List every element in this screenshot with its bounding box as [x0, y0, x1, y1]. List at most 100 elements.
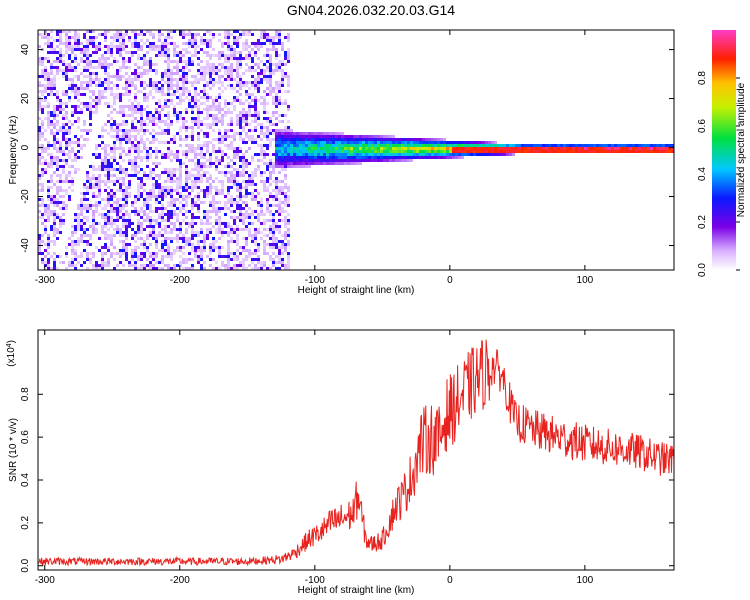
- spectrogram-cell: [197, 180, 200, 183]
- spectrogram-cell: [164, 123, 167, 126]
- spectrogram-cell: [158, 33, 161, 36]
- spectrogram-cell: [440, 138, 443, 141]
- spectrogram-cell: [269, 93, 272, 96]
- spectrogram-cell: [194, 102, 197, 105]
- spectrogram-cell: [278, 225, 281, 228]
- spectrogram-cell: [41, 63, 44, 66]
- spectrogram-cell: [353, 141, 356, 144]
- spectrogram-cell: [311, 141, 314, 144]
- spectrogram-cell: [458, 156, 461, 159]
- spectrogram-cell: [101, 60, 104, 63]
- spectrogram-cell: [218, 129, 221, 132]
- spectrogram-cell: [131, 78, 134, 81]
- spectrogram-cell: [260, 96, 263, 99]
- spectrogram-cell: [287, 267, 290, 270]
- snr-y-tick-label: 0.6: [20, 430, 31, 444]
- spectrogram-cell: [212, 195, 215, 198]
- spectrogram-cell: [200, 78, 203, 81]
- spectrogram-cell: [266, 69, 269, 72]
- spectrogram-cell: [98, 189, 101, 192]
- spectrogram-cell: [113, 201, 116, 204]
- spectrogram-cell: [233, 240, 236, 243]
- spectrogram-cell: [89, 207, 92, 210]
- spectrogram-cell: [68, 57, 71, 60]
- spectrogram-cell: [185, 171, 188, 174]
- spectrogram-cell: [125, 105, 128, 108]
- spectrogram-cell: [158, 81, 161, 84]
- spectrogram-cell: [200, 147, 203, 150]
- spectrogram-cell: [68, 129, 71, 132]
- spectrogram-cell: [89, 105, 92, 108]
- spectrogram-cell: [200, 60, 203, 63]
- spectrogram-cell: [251, 114, 254, 117]
- spectrogram-cell: [248, 249, 251, 252]
- spectrogram-cell: [230, 165, 233, 168]
- spectrogram-cell: [134, 84, 137, 87]
- spectrogram-cell: [47, 153, 50, 156]
- spectrogram-cell: [266, 267, 269, 270]
- spectrogram-cell: [188, 243, 191, 246]
- spectrogram-cell: [317, 144, 320, 147]
- spectrogram-cell: [161, 129, 164, 132]
- spectrogram-cell: [377, 138, 380, 141]
- spectrogram-cell: [191, 198, 194, 201]
- spectrogram-cell: [284, 147, 287, 150]
- spectrogram-cell: [266, 234, 269, 237]
- colorbar-tick-label: 0.8: [697, 71, 708, 85]
- spectrogram-cell: [143, 81, 146, 84]
- spectrogram-cell: [377, 147, 380, 150]
- spectrogram-cell: [134, 129, 137, 132]
- spectrogram-cell: [110, 75, 113, 78]
- spectrogram-cell: [458, 147, 461, 150]
- spectrogram-cell: [275, 228, 278, 231]
- spectrogram-cell: [449, 153, 452, 156]
- spectrogram-cell: [110, 189, 113, 192]
- spectrogram-cell: [284, 210, 287, 213]
- spectrogram-cell: [164, 180, 167, 183]
- spectrogram-cell: [149, 219, 152, 222]
- spectrogram-cell: [188, 144, 191, 147]
- spectrogram-cell: [62, 108, 65, 111]
- spectrogram-cell: [134, 78, 137, 81]
- spectrogram-cell: [56, 147, 59, 150]
- spectrogram-cell: [218, 105, 221, 108]
- spectrogram-cell: [275, 159, 278, 162]
- spectrogram-cell: [287, 189, 290, 192]
- spectrogram-cell: [98, 60, 101, 63]
- spectrogram-cell: [284, 162, 287, 165]
- spectrogram-cell: [191, 168, 194, 171]
- spectrogram-cell: [515, 150, 518, 153]
- spectrogram-cell: [509, 153, 512, 156]
- spectrogram-cell: [227, 57, 230, 60]
- spectrogram-cell: [41, 75, 44, 78]
- spectrogram-cell: [167, 33, 170, 36]
- spectrogram-cell: [158, 201, 161, 204]
- spectrogram-cell: [74, 54, 77, 57]
- spectrogram-cell: [254, 189, 257, 192]
- spectrogram-cell: [554, 150, 557, 153]
- spectrogram-cell: [161, 210, 164, 213]
- spectrogram-cell: [245, 237, 248, 240]
- spectrogram-cell: [68, 99, 71, 102]
- spectrogram-cell: [227, 69, 230, 72]
- spectrogram-cell: [47, 93, 50, 96]
- spectrogram-cell: [107, 75, 110, 78]
- spectrogram-cell: [92, 165, 95, 168]
- spectrogram-cell: [47, 210, 50, 213]
- spectrogram-cell: [371, 153, 374, 156]
- spectrogram-cell: [371, 135, 374, 138]
- spectrogram-cell: [266, 54, 269, 57]
- spectrogram-cell: [224, 69, 227, 72]
- spectrogram-cell: [80, 81, 83, 84]
- spectrogram-cell: [371, 150, 374, 153]
- spectrogram-cell: [194, 51, 197, 54]
- spectrogram-cell: [50, 165, 53, 168]
- spectrogram-cell: [599, 147, 602, 150]
- spectrogram-cell: [47, 261, 50, 264]
- spectrogram-cell: [137, 210, 140, 213]
- spectrogram-cell: [305, 162, 308, 165]
- spectrogram-cell: [44, 57, 47, 60]
- spectrogram-cell: [140, 177, 143, 180]
- spectrogram-cell: [116, 207, 119, 210]
- spectrogram-cell: [92, 93, 95, 96]
